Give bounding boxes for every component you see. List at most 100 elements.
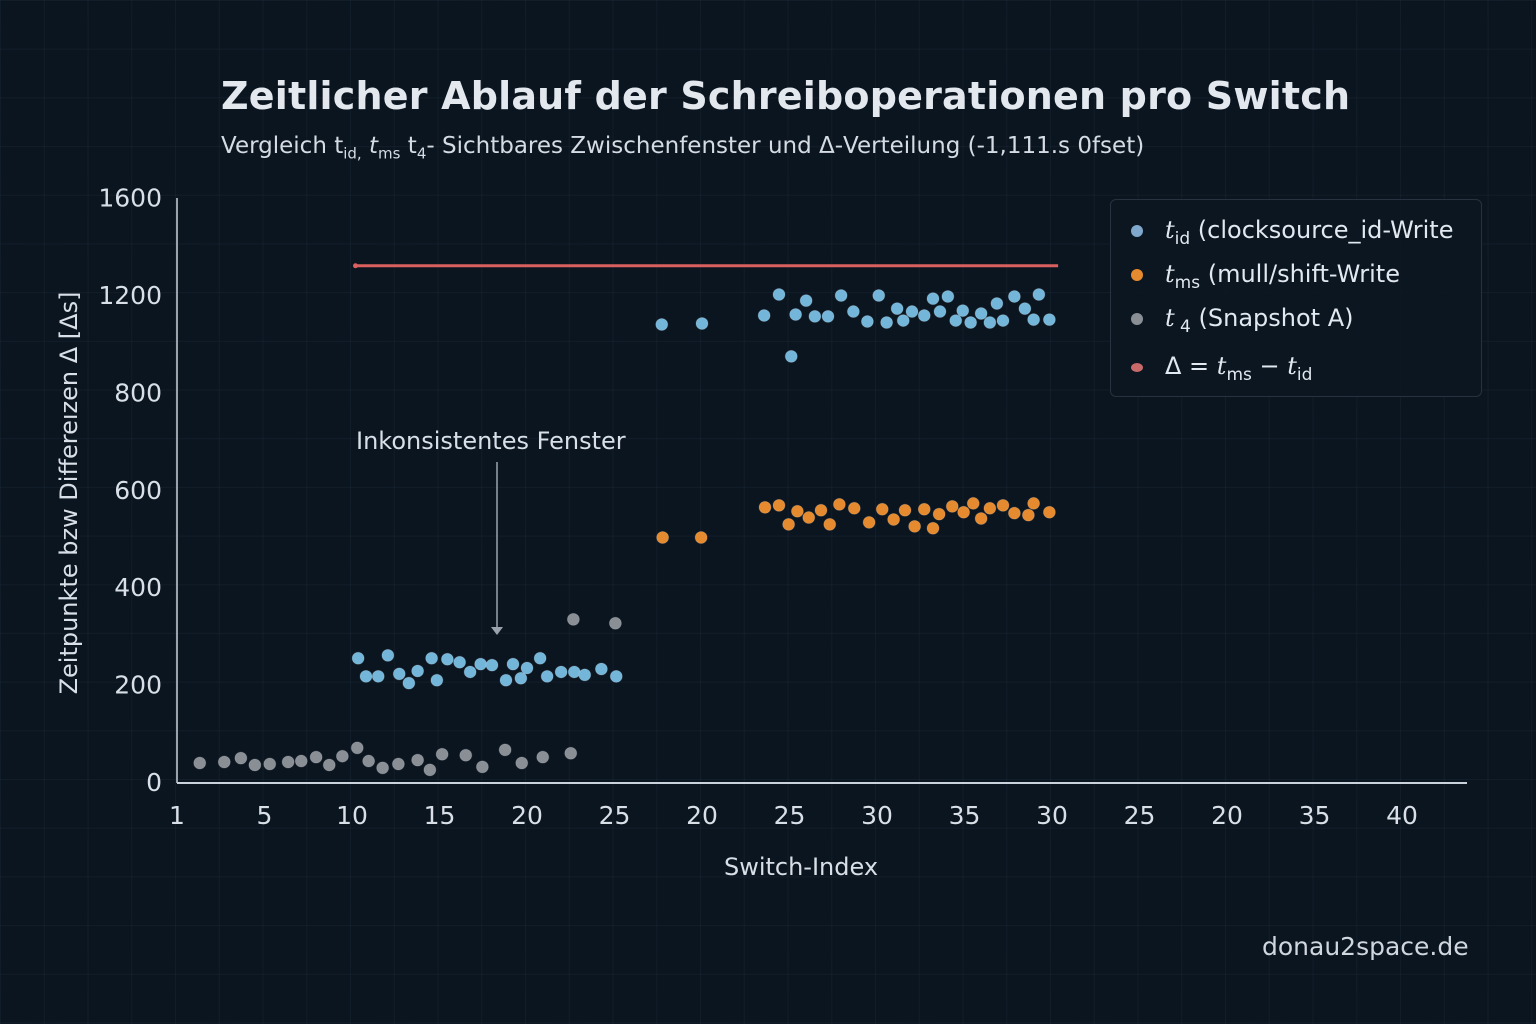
point-t4 [498,743,512,757]
point-t-id [880,316,894,330]
x-tick-label: 40 [1386,801,1418,830]
x-tick-label: 30 [1036,801,1068,830]
point-t-id [917,308,931,322]
x-tick-label: 30 [861,801,893,830]
point-t-ms [802,511,816,525]
point-t-ms [898,503,912,517]
y-tick-label: 0 [146,768,162,797]
x-tick-label: 25 [599,801,631,830]
point-t-id [499,673,513,687]
point-t-id [983,316,997,330]
point-t4 [248,758,262,772]
legend-pre: Δ = [1165,352,1217,380]
point-t-id [578,668,592,682]
legend-marker-gray [1131,313,1143,325]
point-t-ms [862,515,876,529]
y-tick-label: 800 [114,378,162,407]
point-t-id [381,648,395,662]
point-t-id [425,651,439,665]
point-t4 [309,750,323,764]
subtitle-prefix: Vergleich t [221,133,344,159]
point-t-ms [790,504,804,518]
point-t-ms [847,501,861,515]
x-tick-label: 15 [424,801,456,830]
point-t4 [335,749,349,763]
point-t-ms [758,500,772,514]
y-tick-label: 400 [114,573,162,602]
point-t-id [609,669,623,683]
point-t4 [391,757,405,771]
x-tick-label: 5 [257,801,273,830]
point-t-id [351,651,365,665]
y-tick-label: 600 [114,476,162,505]
legend-sym: t [1165,260,1175,288]
x-tick-label: 20 [686,801,718,830]
legend-sym: t [1165,304,1175,332]
y-tick-label: 200 [114,671,162,700]
point-t-ms [656,531,670,545]
point-t-id [430,673,444,687]
point-t-ms [694,531,708,545]
point-t-id [1007,289,1021,303]
point-t-id [808,309,822,323]
point-t-id [834,288,848,302]
point-t-ms [772,498,786,512]
point-t-id [772,288,786,302]
point-t4 [362,754,376,768]
point-t-id [554,665,568,679]
point-t-ms [887,513,901,527]
point-t-id [359,669,373,683]
point-t-id [402,676,416,690]
subtitle-rest: - Sichtbares Zwischenfenster und Δ-Verte… [426,133,1145,159]
legend-text: (Snapshot A) [1190,304,1354,332]
point-t-id [846,305,860,319]
subtitle-mid1: t [361,133,379,159]
legend-item-t-id: tid (clocksource_id-Write [1131,216,1453,249]
annotation-arrow-head [491,627,503,635]
point-t4 [515,756,529,770]
chart-title: Zeitlicher Ablauf der Schreiboperationen… [221,74,1351,118]
point-t-ms [832,497,846,511]
point-t-ms [945,499,959,513]
point-t4 [376,761,390,775]
watermark: donau2space.de [1262,932,1469,961]
point-t-id [964,316,978,330]
point-t4 [475,760,489,774]
point-t4 [350,741,364,755]
point-t-id [956,304,970,318]
point-t4 [536,750,550,764]
x-tick-label: 20 [1211,801,1243,830]
point-t-ms [1042,505,1056,519]
legend-sub: ms [1226,364,1252,385]
point-t4 [411,753,425,767]
legend-sym2: t [1287,352,1297,380]
point-t-id [371,669,385,683]
point-t-id [821,309,835,323]
point-t4 [566,612,580,626]
point-t-ms [957,505,971,519]
point-t-ms [1021,508,1035,522]
point-t-id [799,294,813,308]
point-t-ms [908,519,922,533]
point-t-id [1018,302,1032,316]
point-t-id [789,307,803,321]
y-tick-label: 1200 [98,281,162,310]
point-t-id [655,317,669,331]
point-t-id [1027,313,1041,327]
point-t-ms [983,501,997,515]
point-t-ms [1007,506,1021,520]
legend-item-t4: t 4 (Snapshot A) [1131,304,1354,337]
delta-line-endpoint [353,263,358,269]
point-t4 [217,755,231,769]
subtitle-sub-id: id, [343,144,362,163]
x-tick-label: 35 [1299,801,1331,830]
legend-marker-orange [1131,269,1143,281]
point-t-id [941,289,955,303]
legend-sub: ms [1174,272,1201,293]
point-t-id [990,297,1004,311]
annotation-inconsistent-window: Inkonsistentes Fenster [356,427,626,455]
point-t-id [1042,313,1056,327]
x-tick-label: 35 [949,801,981,830]
point-t-id [453,655,467,669]
point-t-id [506,657,520,671]
